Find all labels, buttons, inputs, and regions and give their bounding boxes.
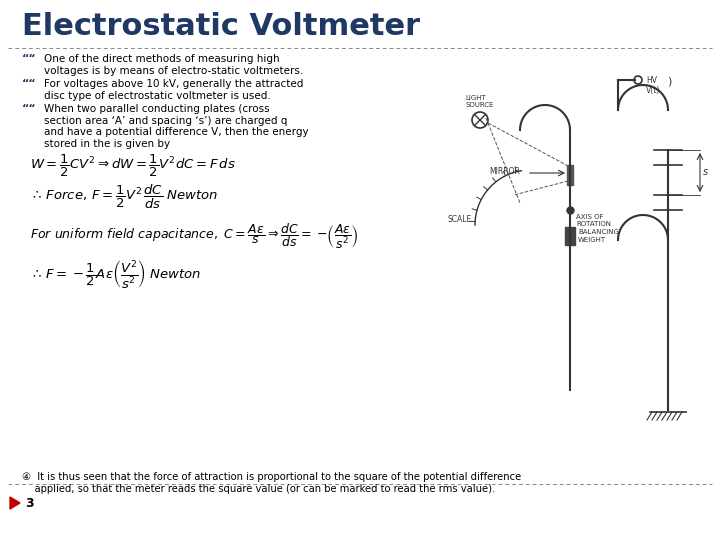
Text: ““: ““ <box>22 104 37 114</box>
Text: $\therefore\, Force,\, F = \dfrac{1}{2}V^2\,\dfrac{dC}{ds}\;Newton$: $\therefore\, Force,\, F = \dfrac{1}{2}V… <box>30 183 218 211</box>
Text: 3: 3 <box>25 497 34 510</box>
Text: SCALE: SCALE <box>447 215 472 225</box>
Text: AXIS OF
ROTATION: AXIS OF ROTATION <box>576 214 611 227</box>
Text: ““: ““ <box>22 79 37 89</box>
Text: ): ) <box>667 76 671 86</box>
Text: BALANCING
WEIGHT: BALANCING WEIGHT <box>578 230 619 242</box>
Bar <box>567 165 573 185</box>
Text: s: s <box>703 167 708 177</box>
Bar <box>565 227 575 245</box>
Text: LIGHT
SOURCE: LIGHT SOURCE <box>465 95 493 108</box>
Text: For voltages above 10 kV, generally the attracted
disc type of electrostatic vol: For voltages above 10 kV, generally the … <box>44 79 303 100</box>
Text: One of the direct methods of measuring high
voltages is by means of electro-stat: One of the direct methods of measuring h… <box>44 54 303 76</box>
Text: $\therefore\, F = -\dfrac{1}{2}A\varepsilon\left(\dfrac{V^2}{s^2}\right)\;Newton: $\therefore\, F = -\dfrac{1}{2}A\varepsi… <box>30 258 202 290</box>
Text: When two parallel conducting plates (cross
section area ‘A’ and spacing ‘s’) are: When two parallel conducting plates (cro… <box>44 104 309 149</box>
Text: Electrostatic Voltmeter: Electrostatic Voltmeter <box>22 12 420 41</box>
Polygon shape <box>10 497 20 509</box>
Text: ④  It is thus seen that the force of attraction is proportional to the square of: ④ It is thus seen that the force of attr… <box>22 472 521 494</box>
Text: $\mathit{For\ uniform\ field\ capacitance,\ }C = \dfrac{A\varepsilon}{s} \Righta: $\mathit{For\ uniform\ field\ capacitanc… <box>30 222 359 251</box>
Text: MIRROR: MIRROR <box>489 166 520 176</box>
Text: ““: ““ <box>22 54 37 64</box>
Text: HV
V(t): HV V(t) <box>646 76 660 96</box>
Text: $W = \dfrac{1}{2}CV^2 \Rightarrow dW = \dfrac{1}{2}V^2dC = F\,ds$: $W = \dfrac{1}{2}CV^2 \Rightarrow dW = \… <box>30 153 236 179</box>
